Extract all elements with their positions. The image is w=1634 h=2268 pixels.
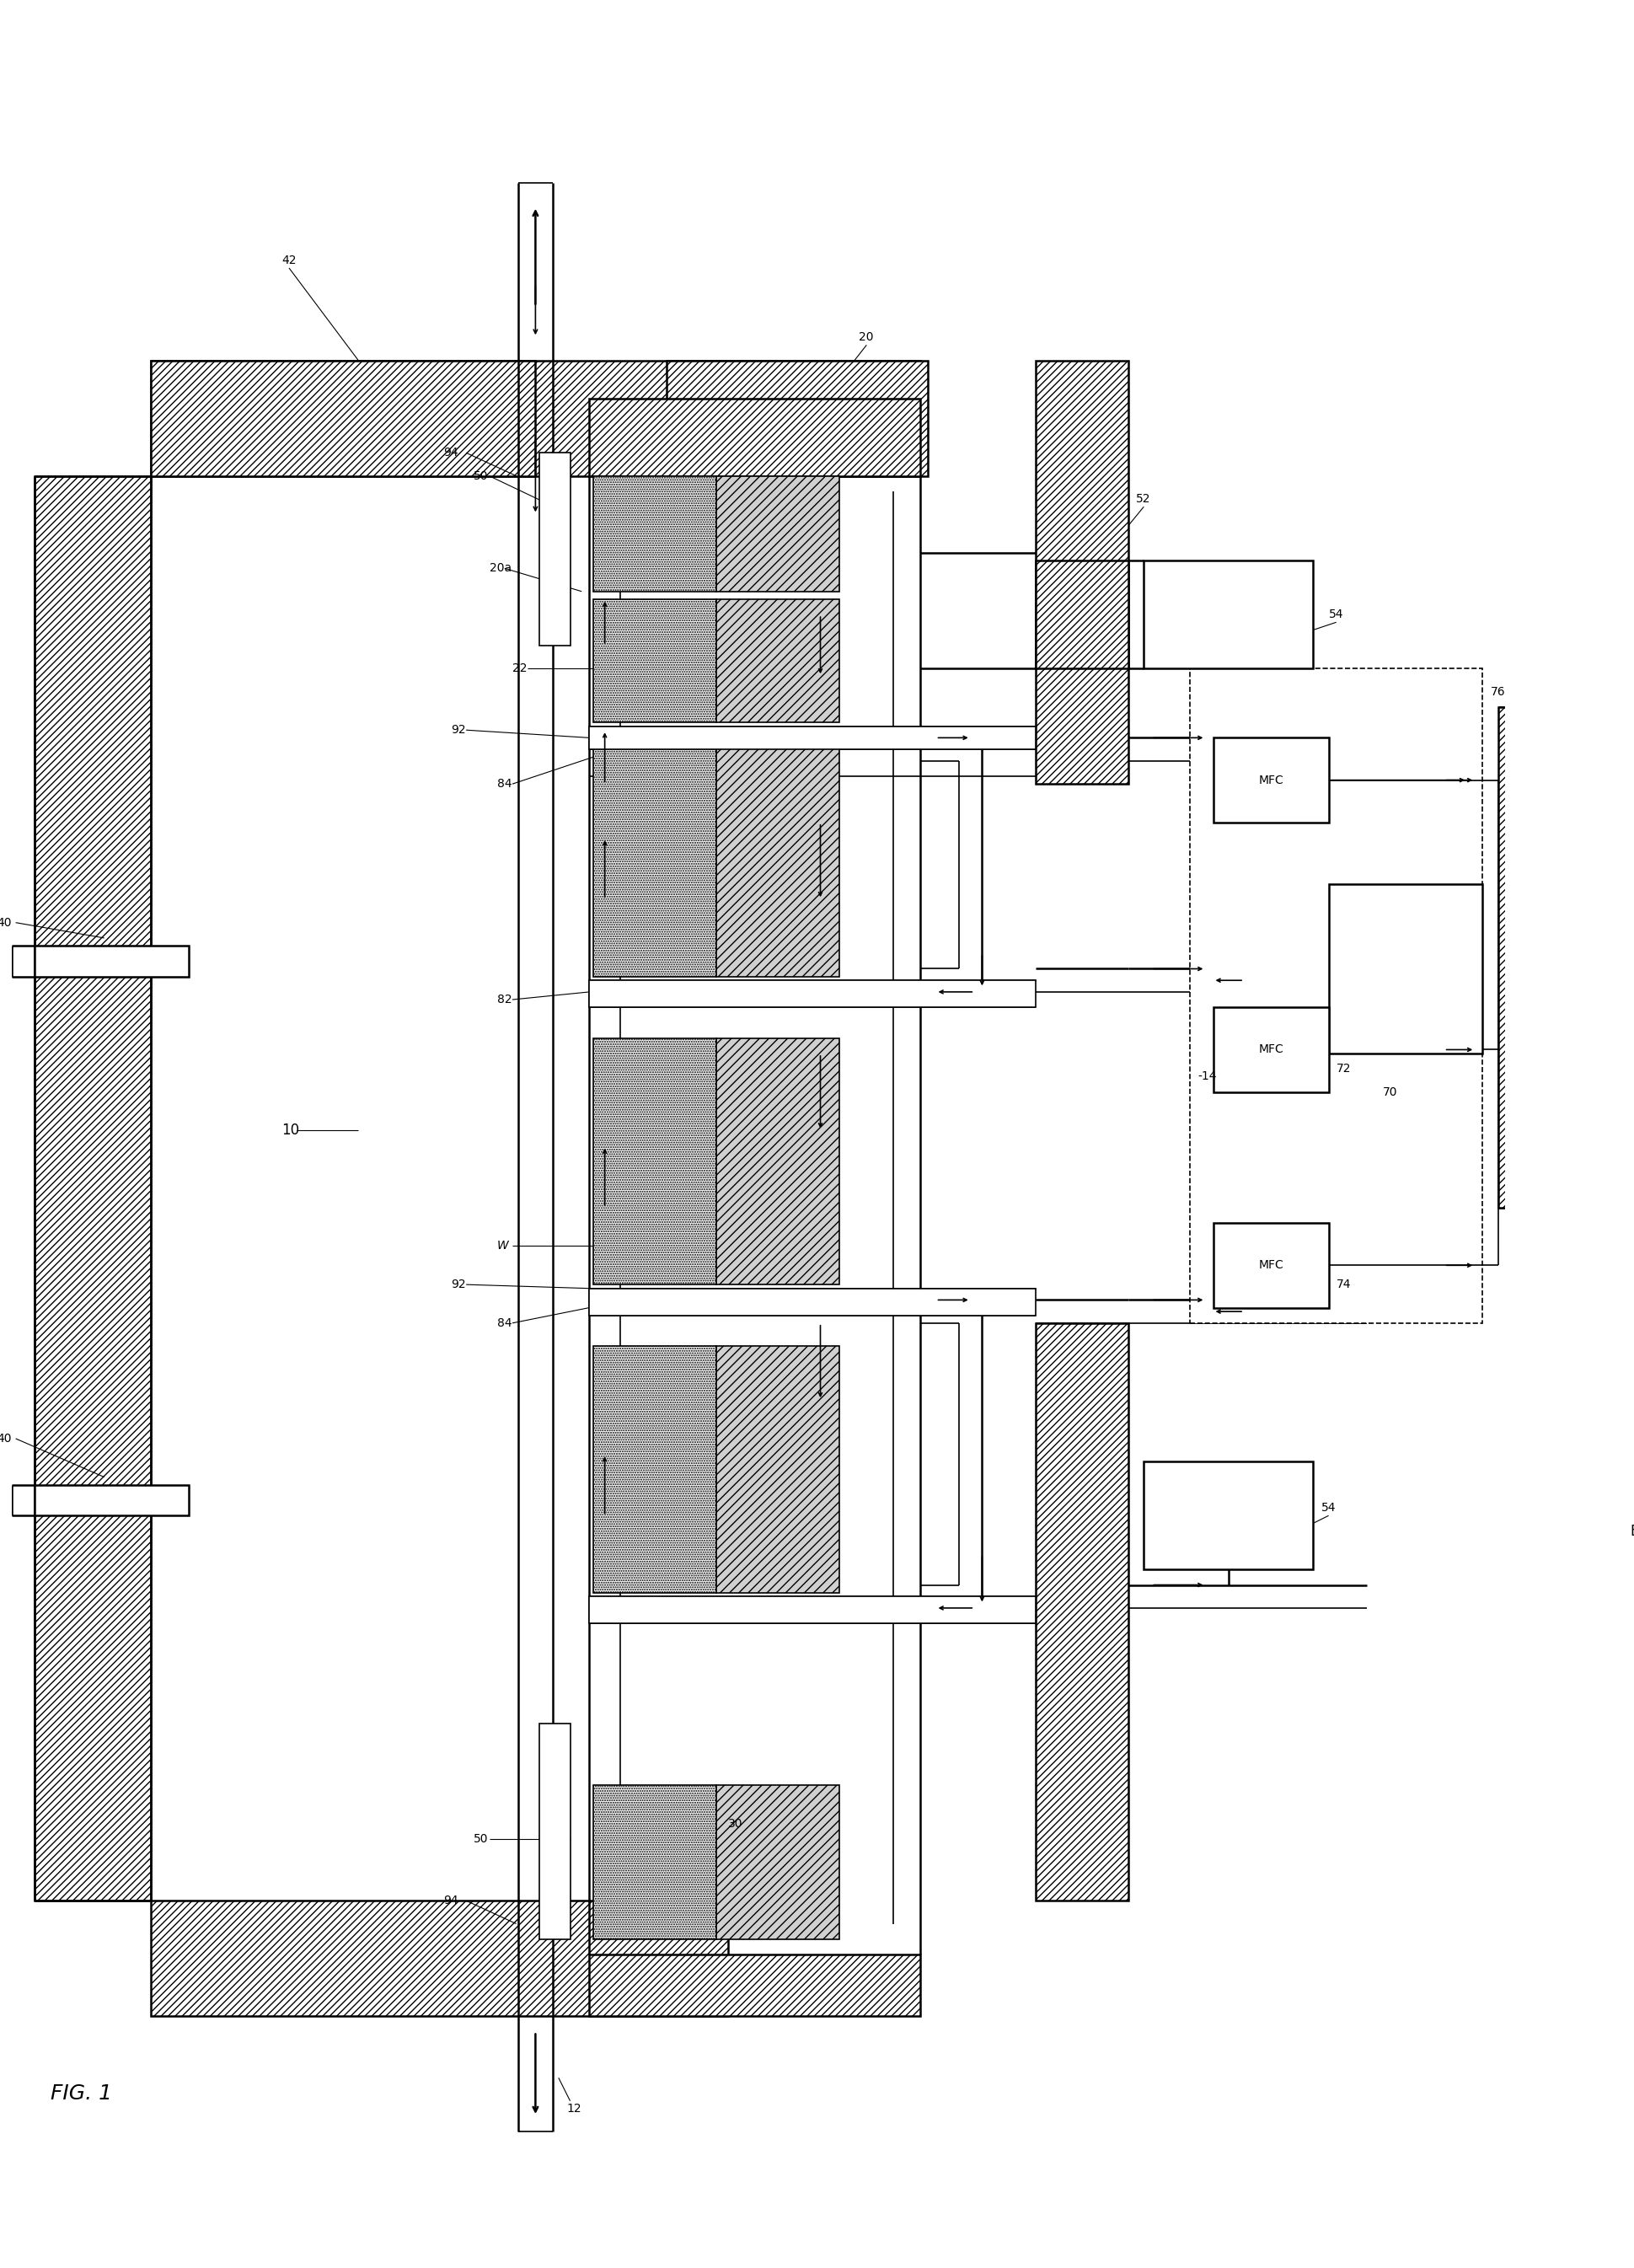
Text: W: W [497, 1241, 508, 1252]
Text: 22: 22 [513, 662, 528, 674]
Text: 50: 50 [474, 469, 489, 481]
Text: 92: 92 [451, 1279, 466, 1290]
Bar [1498, 708, 1567, 1207]
Bar [1144, 1461, 1314, 1569]
Bar [716, 1785, 840, 1939]
Text: BSG: BSG [1629, 1524, 1634, 1538]
Text: MFC: MFC [1258, 1259, 1283, 1270]
Bar [1036, 1322, 1129, 1901]
Bar [150, 361, 920, 476]
Bar [34, 946, 190, 978]
Bar [593, 1347, 716, 1592]
Text: 50: 50 [474, 1833, 489, 1844]
Text: -14: -14 [1198, 1070, 1217, 1082]
Bar [593, 1785, 716, 1939]
Text: 82: 82 [497, 993, 511, 1005]
Bar [593, 1039, 716, 1284]
Bar [593, 599, 716, 723]
Bar [34, 476, 150, 1901]
Text: 12: 12 [567, 2102, 582, 2114]
Text: 52: 52 [1136, 492, 1150, 506]
Bar [716, 1039, 840, 1284]
Bar [590, 1597, 1036, 1624]
Text: 94: 94 [443, 1894, 459, 1907]
Text: 54: 54 [1328, 608, 1343, 621]
Bar [590, 1955, 920, 2016]
Text: 94: 94 [443, 447, 459, 458]
Text: 74: 74 [1337, 1279, 1351, 1290]
Text: 72: 72 [1337, 1064, 1351, 1075]
Text: 40: 40 [0, 916, 11, 928]
Text: 20: 20 [859, 331, 874, 342]
Bar [590, 726, 1036, 748]
Text: MFC: MFC [1258, 773, 1283, 787]
Bar [1036, 361, 1129, 785]
Bar [716, 746, 840, 978]
Bar [150, 1901, 729, 2016]
Bar [1144, 560, 1314, 669]
Bar [1328, 885, 1482, 1055]
Text: 54: 54 [1320, 1501, 1335, 1513]
Bar [716, 599, 840, 723]
Text: 30: 30 [729, 1817, 743, 1830]
Bar [1559, 1470, 1634, 1592]
Bar [1212, 1222, 1328, 1309]
Text: 70: 70 [1382, 1086, 1397, 1098]
Text: FIG. 1: FIG. 1 [51, 2082, 111, 2102]
Bar [593, 476, 716, 592]
Bar [150, 361, 536, 476]
Bar [34, 1486, 190, 1515]
Text: 76: 76 [1490, 685, 1505, 699]
Bar [539, 454, 570, 646]
Text: 84: 84 [497, 778, 511, 789]
Text: 92: 92 [451, 723, 466, 735]
Bar [593, 746, 716, 978]
Text: 42: 42 [281, 254, 296, 265]
Text: 40: 40 [0, 1433, 11, 1445]
Bar [1212, 737, 1328, 823]
Bar [667, 361, 928, 476]
Bar [1212, 1007, 1328, 1091]
Text: 84: 84 [497, 1318, 511, 1329]
Bar [716, 1347, 840, 1592]
Text: 20a: 20a [489, 562, 511, 574]
Bar [539, 1724, 570, 1939]
Bar [590, 1288, 1036, 1315]
Bar [1036, 560, 1129, 669]
Bar [1190, 669, 1482, 1322]
Text: 10: 10 [281, 1123, 299, 1139]
Bar [590, 399, 920, 476]
Bar [590, 980, 1036, 1007]
Text: MFC: MFC [1258, 1043, 1283, 1055]
Bar [716, 476, 840, 592]
